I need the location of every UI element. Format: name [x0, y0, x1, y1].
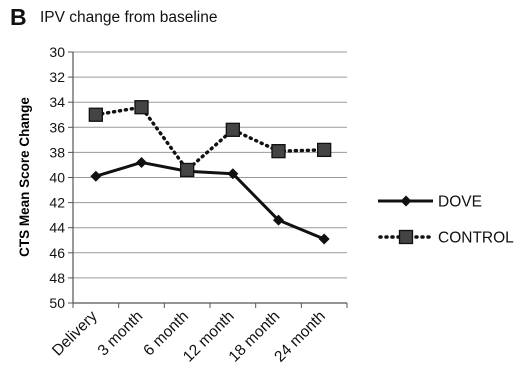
y-tick-label: 34 — [49, 94, 65, 110]
series-line-dove — [95, 160, 325, 241]
data-point-control — [134, 100, 149, 115]
y-tick-label: 50 — [49, 295, 65, 311]
series-control — [88, 100, 332, 178]
series-line-control — [94, 105, 326, 172]
y-tick-label: 48 — [49, 270, 65, 286]
grid-layer — [73, 51, 347, 304]
series-dove — [90, 156, 330, 245]
legend-marker-control — [398, 229, 414, 245]
data-point-dove — [136, 156, 147, 168]
legend-item-dove: DOVE — [378, 194, 482, 211]
panel-label: B — [10, 4, 27, 30]
x-tick-label: 3 month — [95, 308, 147, 360]
y-tick-label: 44 — [49, 220, 65, 236]
data-point-control — [225, 122, 240, 137]
data-point-control — [271, 143, 286, 159]
data-point-dove — [273, 214, 284, 226]
data-point-control — [180, 162, 195, 178]
y-tick-label: 42 — [49, 195, 65, 211]
y-tick-label: 40 — [49, 170, 65, 186]
data-point-dove — [318, 233, 330, 245]
y-axis-label: CTS Mean Score Change — [17, 97, 32, 257]
data-point-dove — [227, 168, 239, 180]
data-point-dove — [90, 170, 102, 182]
y-tick-label: 46 — [49, 245, 65, 261]
series-layer — [88, 100, 332, 245]
y-tick-label: 30 — [49, 44, 65, 60]
data-point-control — [88, 107, 103, 122]
legend-item-control: CONTROL — [378, 229, 514, 247]
x-tick-label: Delivery — [49, 308, 101, 360]
chart-title: IPV change from baseline — [40, 9, 218, 26]
legend-marker-dove — [400, 195, 412, 207]
legend-label-control: CONTROL — [438, 230, 514, 247]
data-point-control — [317, 142, 332, 158]
y-tick-label: 36 — [49, 119, 65, 135]
y-tick-label: 32 — [49, 69, 65, 85]
y-tick-label: 38 — [49, 144, 65, 160]
legend-layer: DOVE CONTROL — [378, 194, 514, 247]
legend-label-dove: DOVE — [438, 194, 482, 211]
